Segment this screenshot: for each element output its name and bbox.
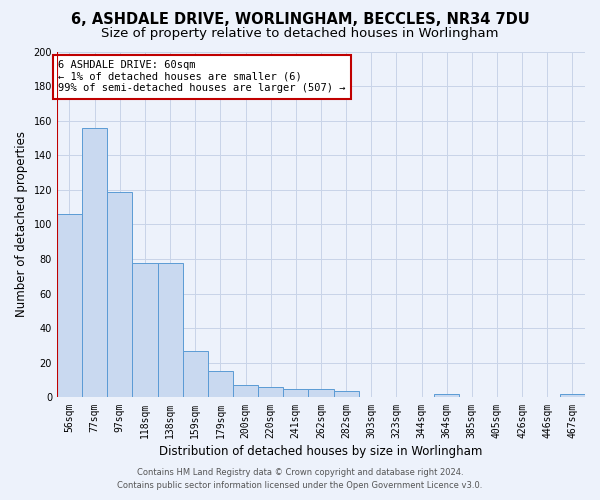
Text: 6, ASHDALE DRIVE, WORLINGHAM, BECCLES, NR34 7DU: 6, ASHDALE DRIVE, WORLINGHAM, BECCLES, N… xyxy=(71,12,529,28)
Text: Size of property relative to detached houses in Worlingham: Size of property relative to detached ho… xyxy=(101,28,499,40)
Bar xyxy=(283,389,308,398)
X-axis label: Distribution of detached houses by size in Worlingham: Distribution of detached houses by size … xyxy=(159,444,482,458)
Y-axis label: Number of detached properties: Number of detached properties xyxy=(15,132,28,318)
Bar xyxy=(258,387,283,398)
Bar xyxy=(133,262,158,398)
Bar xyxy=(308,389,334,398)
Bar xyxy=(434,394,459,398)
Bar xyxy=(233,386,258,398)
Text: 6 ASHDALE DRIVE: 60sqm
← 1% of detached houses are smaller (6)
99% of semi-detac: 6 ASHDALE DRIVE: 60sqm ← 1% of detached … xyxy=(58,60,346,94)
Bar xyxy=(182,350,208,398)
Bar xyxy=(57,214,82,398)
Bar xyxy=(334,390,359,398)
Bar xyxy=(560,394,585,398)
Bar xyxy=(107,192,133,398)
Bar xyxy=(82,128,107,398)
Bar xyxy=(208,372,233,398)
Bar xyxy=(158,262,182,398)
Text: Contains HM Land Registry data © Crown copyright and database right 2024.
Contai: Contains HM Land Registry data © Crown c… xyxy=(118,468,482,490)
